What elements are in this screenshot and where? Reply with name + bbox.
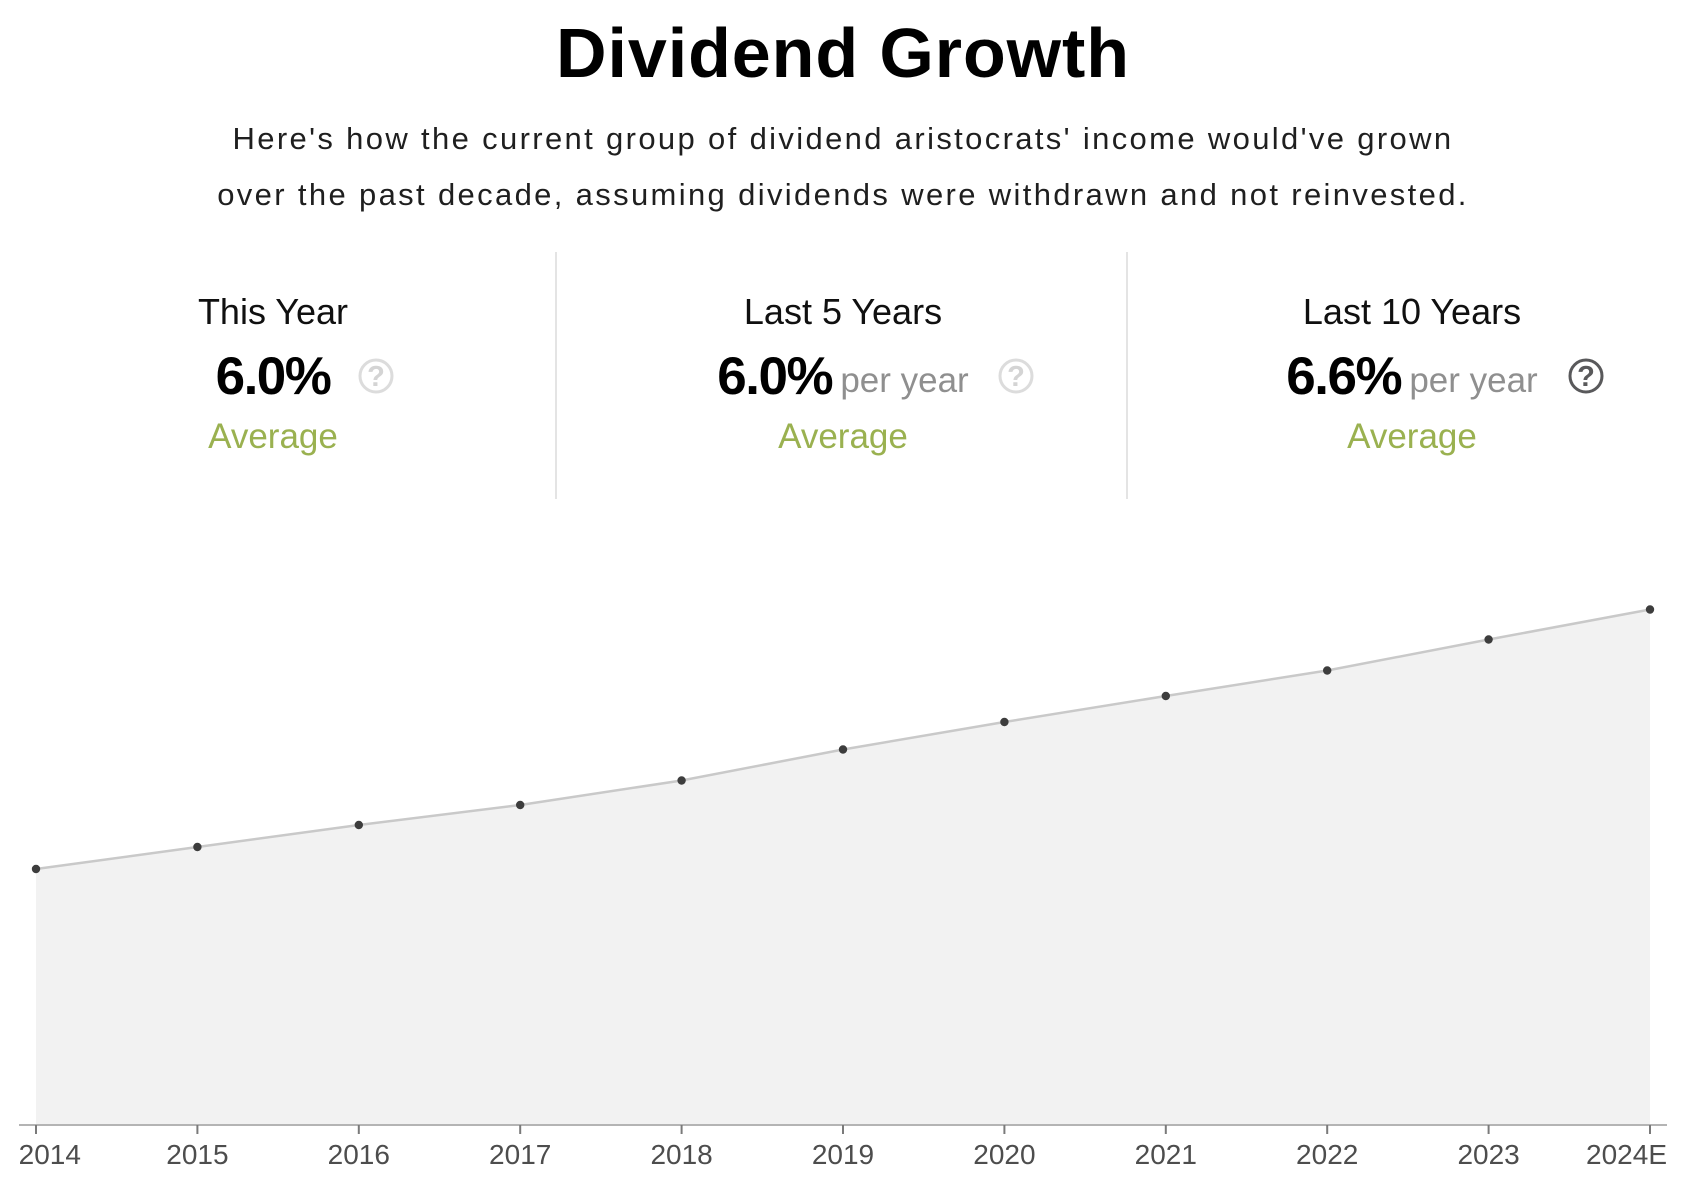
- svg-text:2021: 2021: [1135, 1139, 1197, 1170]
- svg-text:2014: 2014: [19, 1139, 81, 1170]
- svg-text:2019: 2019: [812, 1139, 874, 1170]
- svg-text:2018: 2018: [650, 1139, 712, 1170]
- svg-text:?: ?: [1007, 361, 1025, 393]
- svg-text:2024E: 2024E: [1586, 1139, 1667, 1170]
- svg-text:2015: 2015: [166, 1139, 228, 1170]
- svg-text:2023: 2023: [1457, 1139, 1519, 1170]
- svg-text:2017: 2017: [489, 1139, 551, 1170]
- svg-text:2022: 2022: [1296, 1139, 1358, 1170]
- svg-text:?: ?: [1577, 361, 1595, 393]
- svg-text:2020: 2020: [973, 1139, 1035, 1170]
- svg-text:?: ?: [367, 361, 385, 393]
- svg-text:2016: 2016: [328, 1139, 390, 1170]
